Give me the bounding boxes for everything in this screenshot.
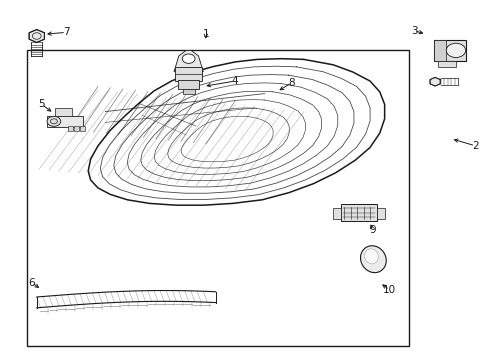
Bar <box>175 67 202 81</box>
Bar <box>80 126 85 131</box>
Bar <box>47 116 83 127</box>
Ellipse shape <box>365 249 378 264</box>
Text: 4: 4 <box>232 76 239 86</box>
Polygon shape <box>174 50 203 72</box>
Polygon shape <box>29 30 45 42</box>
Bar <box>341 204 377 221</box>
Text: 7: 7 <box>63 27 70 37</box>
Text: 3: 3 <box>411 26 417 36</box>
Bar <box>27 50 409 346</box>
Bar <box>434 40 465 61</box>
Circle shape <box>446 43 466 58</box>
Polygon shape <box>430 77 440 86</box>
Bar <box>377 208 385 219</box>
Text: 6: 6 <box>28 278 35 288</box>
Bar <box>434 40 446 61</box>
Bar <box>183 89 195 94</box>
Bar <box>55 108 72 116</box>
Ellipse shape <box>361 246 386 273</box>
Bar <box>68 126 73 131</box>
Text: 1: 1 <box>202 29 209 39</box>
Bar <box>439 61 456 67</box>
Circle shape <box>47 116 61 126</box>
Bar <box>333 208 341 219</box>
Text: 2: 2 <box>472 141 479 151</box>
Text: 8: 8 <box>288 78 295 88</box>
Text: 5: 5 <box>38 99 45 109</box>
Bar <box>74 126 79 131</box>
Circle shape <box>182 54 195 63</box>
Text: 9: 9 <box>369 225 376 235</box>
Bar <box>178 80 199 89</box>
Text: 10: 10 <box>383 285 396 295</box>
